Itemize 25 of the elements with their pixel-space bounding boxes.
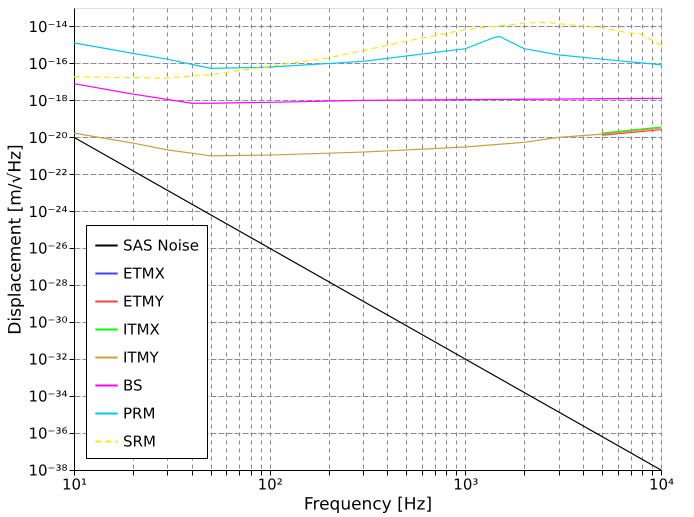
legend-label: ITMX bbox=[123, 320, 160, 338]
legend-label: SAS Noise bbox=[123, 236, 199, 254]
y-tick-label: 10⁻²⁰ bbox=[28, 128, 68, 147]
y-tick-label: 10⁻¹⁸ bbox=[28, 92, 68, 110]
y-tick-label: 10⁻³² bbox=[28, 350, 68, 369]
y-tick-label: 10⁻³⁶ bbox=[28, 424, 68, 443]
y-tick-label: 10⁻²² bbox=[28, 166, 68, 184]
x-tick-label: 10⁴ bbox=[648, 476, 674, 494]
x-tick-label: 10³ bbox=[453, 476, 478, 494]
legend-label: PRM bbox=[123, 404, 156, 422]
y-tick-label: 10⁻³⁴ bbox=[28, 388, 68, 406]
legend-label: SRM bbox=[123, 432, 156, 450]
y-tick-label: 10⁻²⁶ bbox=[28, 240, 68, 258]
y-tick-label: 10⁻¹⁶ bbox=[28, 54, 68, 73]
legend-label: ETMY bbox=[123, 292, 165, 310]
y-tick-label: 10⁻²⁸ bbox=[28, 276, 68, 295]
legend-label: BS bbox=[123, 376, 143, 394]
y-axis-title: Displacement [m/√Hz] bbox=[5, 144, 26, 335]
legend-label: ETMX bbox=[123, 264, 165, 282]
x-tick-label: 10² bbox=[258, 476, 283, 494]
legend-label: ITMY bbox=[123, 348, 160, 366]
y-tick-label: 10⁻¹⁴ bbox=[28, 18, 68, 36]
y-tick-label: 10⁻³⁰ bbox=[28, 314, 68, 332]
y-tick-label: 10⁻²⁴ bbox=[28, 202, 68, 221]
x-axis-title: Frequency [Hz] bbox=[304, 494, 432, 514]
